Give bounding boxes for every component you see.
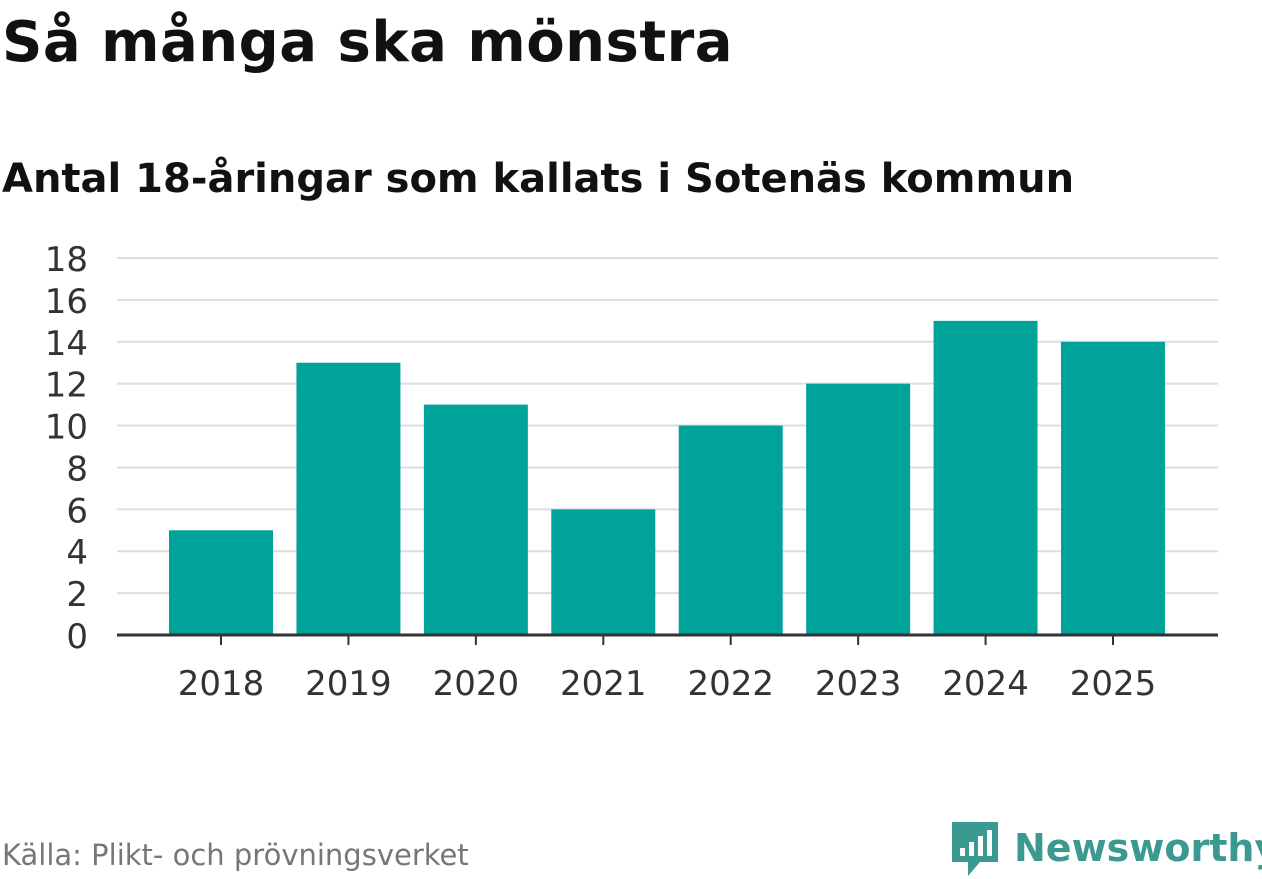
- bar: [1061, 341, 1165, 635]
- x-tick-label: 2022: [687, 664, 774, 704]
- y-tick-label: 2: [66, 575, 88, 615]
- brand-name: Newsworthy: [1014, 826, 1262, 870]
- y-tick-label: 10: [45, 408, 88, 448]
- bar: [933, 320, 1038, 635]
- y-tick-label: 12: [45, 366, 88, 406]
- y-tick-label: 0: [66, 617, 88, 657]
- chart-title: Så många ska mönstra: [2, 10, 734, 75]
- x-tick-label: 2025: [1070, 664, 1157, 704]
- newsworthy-logo-icon: [952, 822, 998, 876]
- x-tick-label: 2024: [942, 664, 1029, 704]
- bar: [551, 509, 656, 635]
- bar: [806, 383, 911, 635]
- bar: [169, 530, 273, 635]
- brand-logo: Newsworthy: [950, 818, 1262, 878]
- y-tick-label: 4: [66, 533, 88, 573]
- source-note: Källa: Plikt- och prövningsverket: [2, 838, 469, 872]
- bar: [423, 404, 528, 635]
- y-tick-label: 18: [45, 240, 88, 280]
- bar: [678, 425, 783, 635]
- bar: [296, 362, 401, 635]
- y-tick-label: 8: [66, 449, 88, 489]
- y-tick-label: 6: [66, 491, 88, 531]
- x-tick-label: 2018: [178, 664, 265, 704]
- x-tick-label: 2019: [305, 664, 392, 704]
- y-tick-label: 14: [45, 324, 88, 364]
- x-tick-label: 2023: [815, 664, 902, 704]
- x-tick-label: 2020: [433, 664, 520, 704]
- x-tick-label: 2021: [560, 664, 647, 704]
- y-tick-label: 16: [45, 282, 88, 322]
- chart-subtitle: Antal 18-åringar som kallats i Sotenäs k…: [2, 156, 1075, 202]
